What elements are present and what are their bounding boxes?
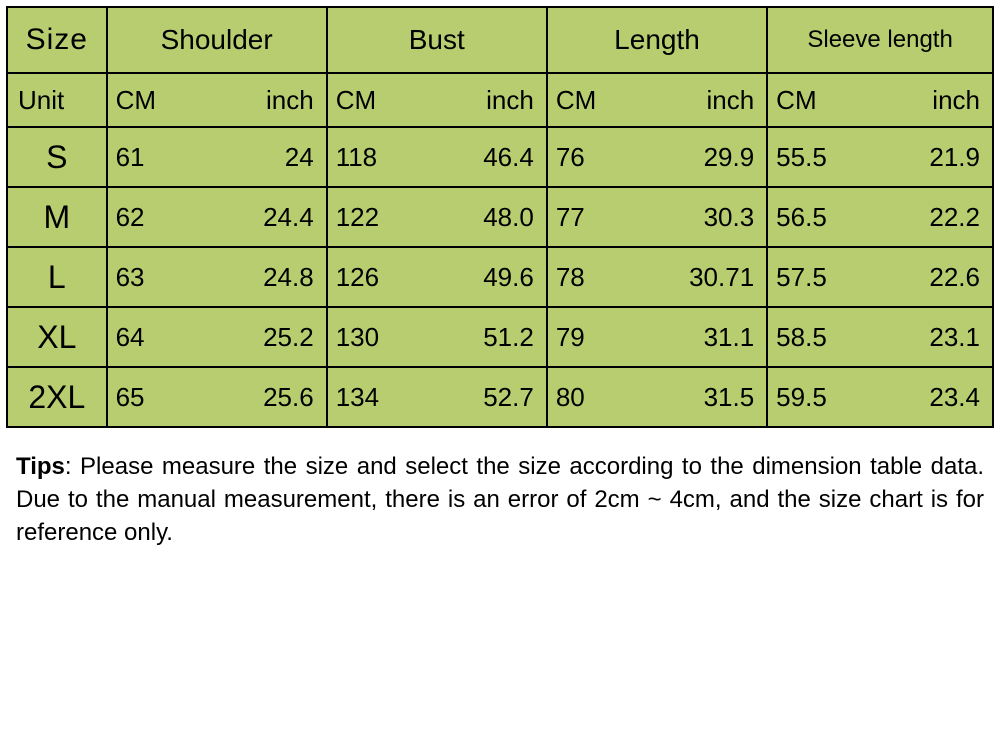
unit-row: Unit CM inch CM inch CM inch CM inch <box>7 73 993 127</box>
shoulder-inch-cell: 24.8 <box>169 247 327 307</box>
bust-cm-cell: 122 <box>327 187 389 247</box>
sleeve-cm-cell: 55.5 <box>767 127 835 187</box>
sleeve-cm-cell: 58.5 <box>767 307 835 367</box>
tips-label: Tips <box>16 453 65 480</box>
bust-cm-cell: 130 <box>327 307 389 367</box>
bust-cm-cell: 134 <box>327 367 389 427</box>
size-cell: S <box>7 127 107 187</box>
length-inch-cell: 31.5 <box>609 367 767 427</box>
unit-length-cm: CM <box>547 73 609 127</box>
sleeve-inch-cell: 23.1 <box>835 307 993 367</box>
header-shoulder: Shoulder <box>107 7 327 73</box>
bust-inch-cell: 46.4 <box>389 127 547 187</box>
size-cell: M <box>7 187 107 247</box>
table-row: L6324.812649.67830.7157.522.6 <box>7 247 993 307</box>
length-inch-cell: 30.3 <box>609 187 767 247</box>
table-row: M6224.412248.07730.356.522.2 <box>7 187 993 247</box>
header-row: Size Shoulder Bust Length Sleeve length <box>7 7 993 73</box>
unit-length-inch: inch <box>609 73 767 127</box>
sleeve-inch-cell: 22.2 <box>835 187 993 247</box>
size-cell: L <box>7 247 107 307</box>
size-cell: 2XL <box>7 367 107 427</box>
unit-sleeve-inch: inch <box>835 73 993 127</box>
unit-shoulder-inch: inch <box>169 73 327 127</box>
unit-label: Unit <box>7 73 107 127</box>
sleeve-cm-cell: 57.5 <box>767 247 835 307</box>
length-cm-cell: 78 <box>547 247 609 307</box>
shoulder-inch-cell: 25.2 <box>169 307 327 367</box>
bust-inch-cell: 51.2 <box>389 307 547 367</box>
header-length: Length <box>547 7 767 73</box>
table-row: XL6425.213051.27931.158.523.1 <box>7 307 993 367</box>
unit-bust-inch: inch <box>389 73 547 127</box>
sleeve-inch-cell: 22.6 <box>835 247 993 307</box>
bust-cm-cell: 126 <box>327 247 389 307</box>
shoulder-cm-cell: 63 <box>107 247 169 307</box>
sleeve-inch-cell: 23.4 <box>835 367 993 427</box>
length-inch-cell: 30.71 <box>609 247 767 307</box>
shoulder-cm-cell: 65 <box>107 367 169 427</box>
unit-bust-cm: CM <box>327 73 389 127</box>
length-cm-cell: 76 <box>547 127 609 187</box>
bust-inch-cell: 52.7 <box>389 367 547 427</box>
size-cell: XL <box>7 307 107 367</box>
bust-inch-cell: 48.0 <box>389 187 547 247</box>
length-cm-cell: 80 <box>547 367 609 427</box>
shoulder-cm-cell: 62 <box>107 187 169 247</box>
header-sleeve: Sleeve length <box>767 7 993 73</box>
length-inch-cell: 29.9 <box>609 127 767 187</box>
tips-text: : Please measure the size and select the… <box>16 453 984 546</box>
length-inch-cell: 31.1 <box>609 307 767 367</box>
shoulder-cm-cell: 64 <box>107 307 169 367</box>
sleeve-cm-cell: 59.5 <box>767 367 835 427</box>
table-row: 2XL6525.613452.78031.559.523.4 <box>7 367 993 427</box>
bust-cm-cell: 118 <box>327 127 389 187</box>
header-size: Size <box>7 7 107 73</box>
shoulder-inch-cell: 24.4 <box>169 187 327 247</box>
shoulder-inch-cell: 24 <box>169 127 327 187</box>
table-row: S612411846.47629.955.521.9 <box>7 127 993 187</box>
unit-shoulder-cm: CM <box>107 73 169 127</box>
header-bust: Bust <box>327 7 547 73</box>
unit-sleeve-cm: CM <box>767 73 835 127</box>
shoulder-inch-cell: 25.6 <box>169 367 327 427</box>
length-cm-cell: 79 <box>547 307 609 367</box>
tips-paragraph: Tips: Please measure the size and select… <box>16 450 984 549</box>
shoulder-cm-cell: 61 <box>107 127 169 187</box>
size-chart-table: Size Shoulder Bust Length Sleeve length … <box>6 6 994 428</box>
length-cm-cell: 77 <box>547 187 609 247</box>
sleeve-inch-cell: 21.9 <box>835 127 993 187</box>
sleeve-cm-cell: 56.5 <box>767 187 835 247</box>
bust-inch-cell: 49.6 <box>389 247 547 307</box>
